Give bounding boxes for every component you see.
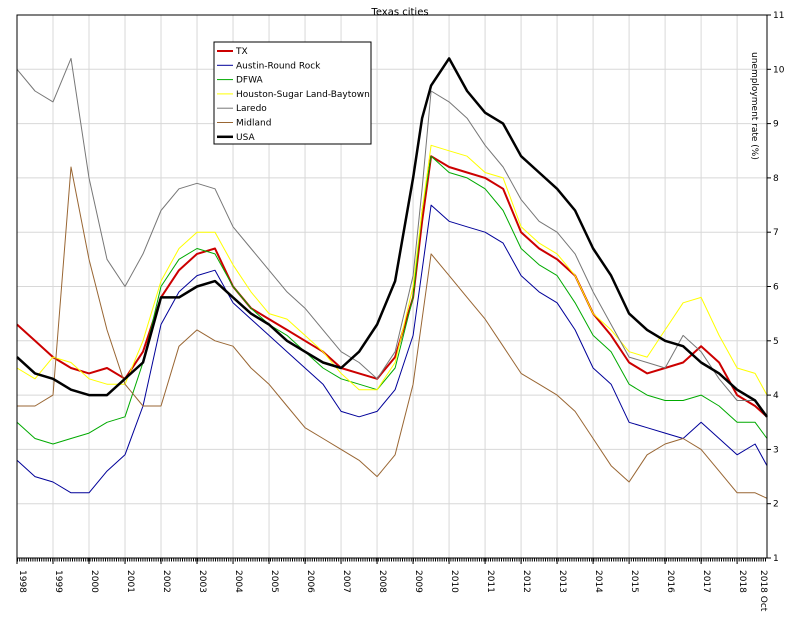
x-tick-label: 2003	[197, 570, 207, 593]
y-axis: 1 2 3 4 5 6 7 8 9 10 11	[767, 11, 785, 564]
legend-label: Midland	[236, 119, 271, 129]
legend: TX Austin-Round Rock DFWA Houston-Sugar Lan…	[213, 41, 372, 145]
y-tick-label: 1	[773, 554, 779, 564]
y-tick-label: 7	[773, 228, 779, 238]
x-tick-label: 1998	[17, 570, 27, 593]
y-tick-label: 5	[773, 337, 779, 347]
y-tick-label: 8	[773, 174, 779, 184]
x-tick-label: 2017	[701, 570, 711, 593]
legend-label: TX	[235, 47, 248, 57]
legend-label: Laredo	[236, 104, 267, 114]
x-end-label: 2018 Oct	[758, 570, 768, 612]
series-line-usa	[16, 57, 769, 418]
x-tick-label: 2005	[269, 570, 279, 593]
y-tick-label: 4	[773, 391, 779, 401]
series-line-austin-round-rock	[16, 204, 768, 494]
chart-title: Texas cities	[370, 7, 428, 18]
series-lines	[16, 57, 769, 499]
x-tick-label: 2008	[377, 570, 387, 593]
legend-label: Houston-Sugar Land-Baytown	[236, 90, 370, 100]
legend-label: DFWA	[236, 76, 264, 86]
x-tick-label: 2012	[521, 570, 531, 593]
series-line-laredo	[16, 57, 768, 418]
x-tick-label: 1999	[53, 570, 63, 593]
x-tick-label: 2015	[629, 570, 639, 593]
x-tick-label: 2009	[413, 570, 423, 593]
y-tick-label: 3	[773, 445, 779, 455]
legend-label: Austin-Round Rock	[236, 61, 321, 71]
x-tick-label: 2018	[737, 570, 747, 593]
series-line-midland	[17, 166, 768, 499]
x-tick-label: 2010	[449, 570, 459, 593]
x-tick-label: 2011	[485, 570, 495, 593]
x-tick-label: 2016	[665, 570, 675, 593]
x-tick-label: 2004	[233, 570, 243, 593]
x-tick-label: 2007	[341, 570, 351, 593]
series-line-houston-sugar-land-baytown	[16, 144, 768, 396]
y-tick-label: 6	[773, 283, 779, 293]
x-axis: 1998 1999 2000 2001 2002 2003 2004 2005 2006 2007…	[16, 558, 768, 612]
y-tick-label: 2	[773, 500, 779, 510]
x-tick-label: 2014	[593, 570, 603, 593]
x-tick-label: 2002	[161, 570, 171, 593]
legend-box	[213, 41, 372, 145]
x-tick-label: 2000	[89, 570, 99, 593]
x-tick-label: 2001	[125, 570, 135, 593]
y-tick-label: 9	[773, 120, 779, 130]
y-tick-label: 11	[773, 11, 784, 21]
series-line-tx	[16, 155, 768, 418]
x-tick-label: 2013	[557, 570, 567, 593]
legend-label: USA	[236, 133, 255, 143]
x-tick-label: 2006	[305, 570, 315, 593]
y-tick-label: 10	[773, 65, 785, 75]
y-axis-label: unemployment rate (%)	[749, 52, 759, 160]
